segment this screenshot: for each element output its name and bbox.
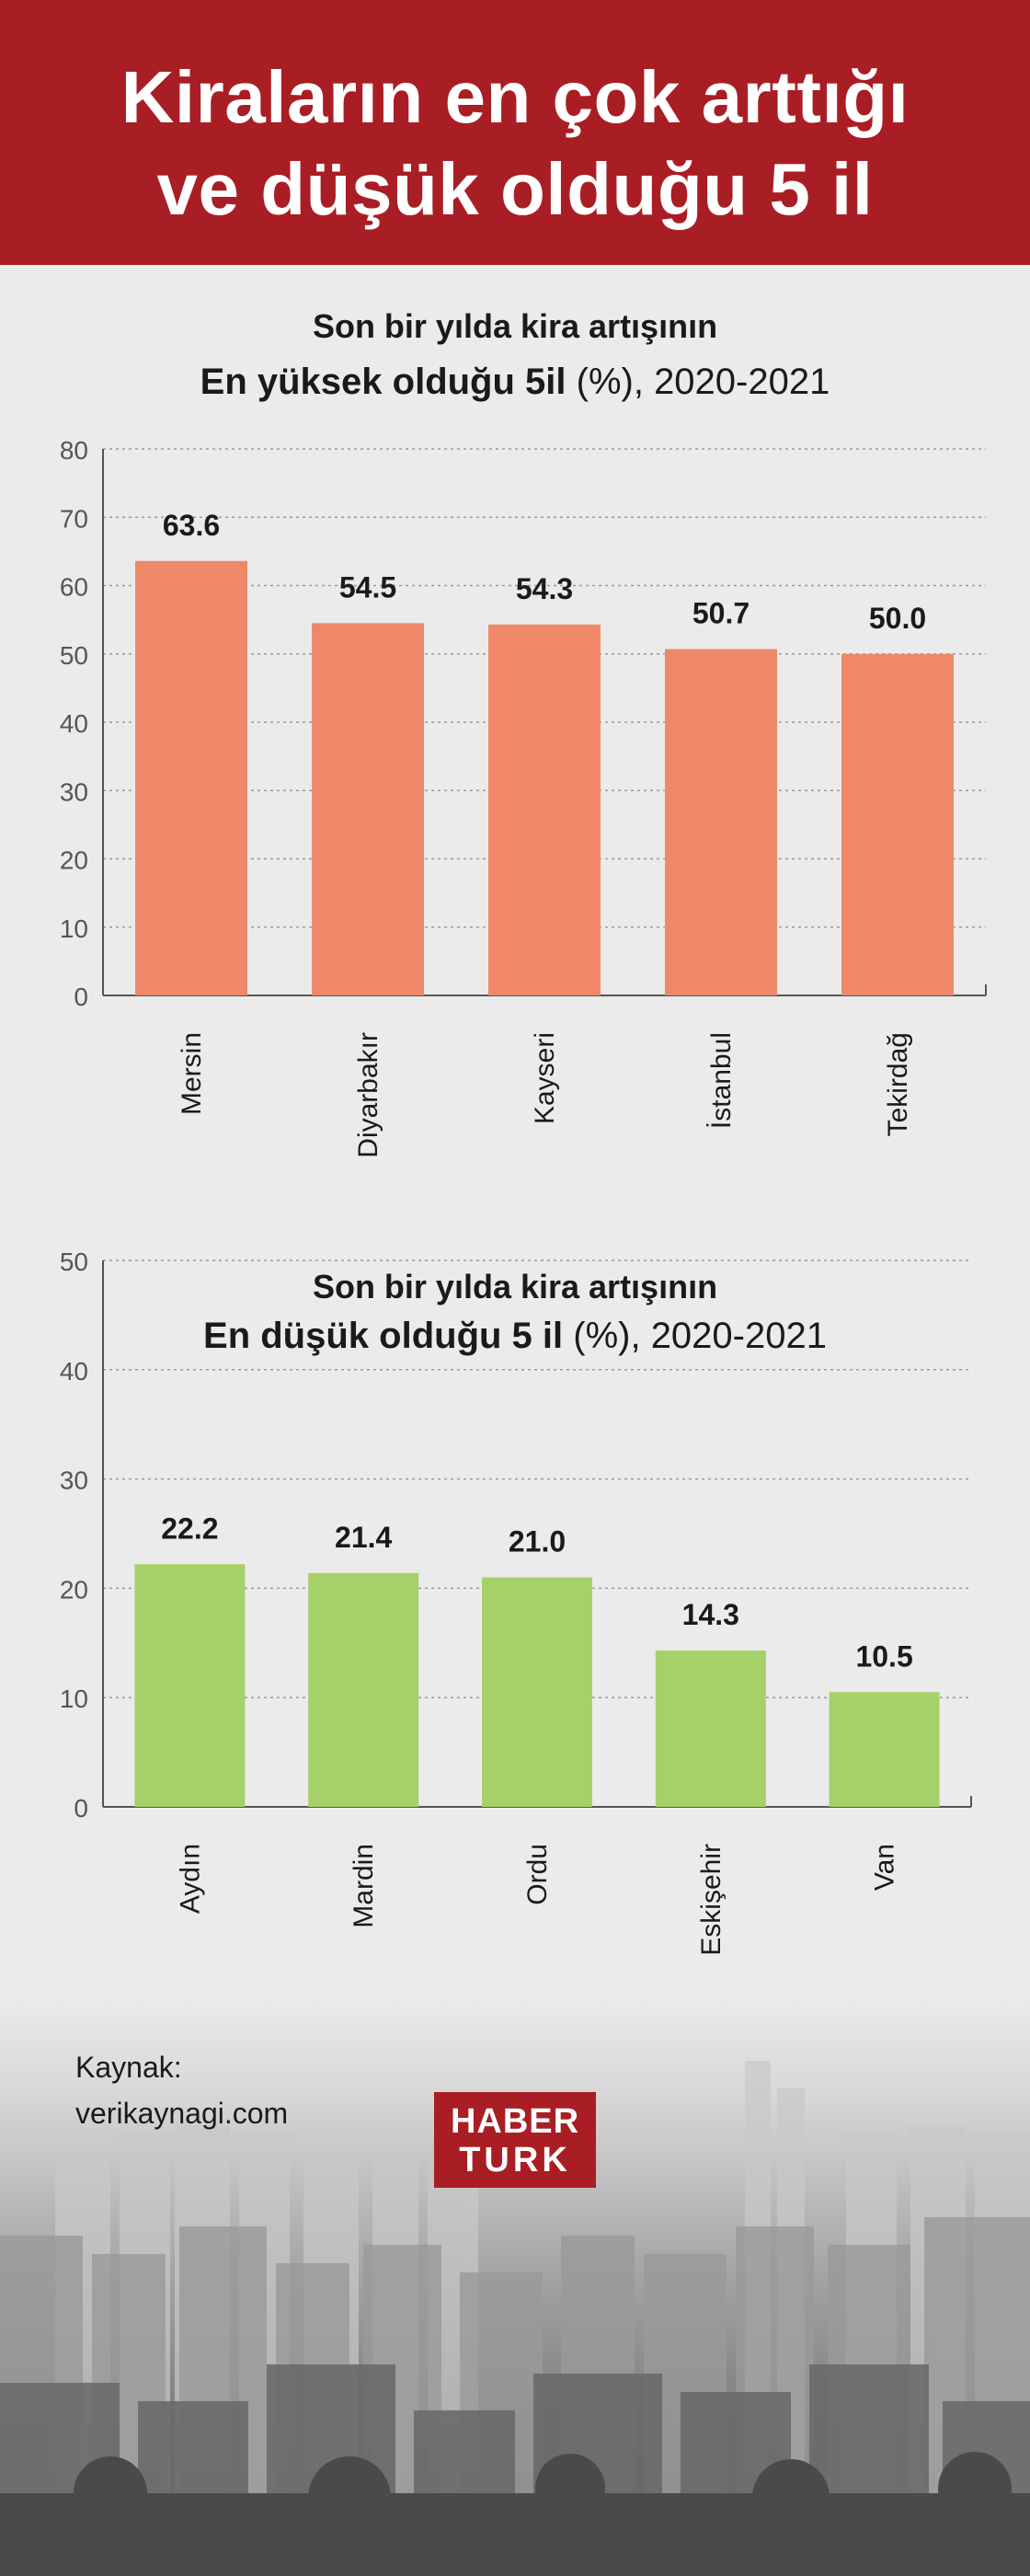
bar-2-4 xyxy=(655,1650,766,1807)
category-label: Mardin xyxy=(349,1844,379,1928)
logo-line-1: HABER xyxy=(450,2102,580,2141)
y-tick-label: 50 xyxy=(60,1248,88,1276)
bar-1-2 xyxy=(312,623,424,995)
y-tick-label: 0 xyxy=(74,983,88,1011)
data-label: 50.7 xyxy=(692,597,750,630)
data-label: 21.4 xyxy=(335,1521,392,1554)
data-label: 63.6 xyxy=(163,509,220,542)
bar-1-4 xyxy=(665,649,777,995)
header-banner: Kiraların en çok arttığı ve düşük olduğu… xyxy=(0,0,1030,265)
category-label: Ordu xyxy=(522,1844,553,1905)
category-label: Diyarbakır xyxy=(353,1032,383,1158)
headline-line-2: ve düşük olduğu 5 il xyxy=(156,148,874,230)
bar-2-2 xyxy=(308,1572,419,1807)
chart2-title-rest: (%), 2020-2021 xyxy=(563,1316,827,1356)
y-tick-label: 30 xyxy=(60,1466,88,1495)
category-label: Kayseri xyxy=(530,1032,560,1124)
category-label: Tekirdağ xyxy=(883,1032,913,1136)
category-label: Aydın xyxy=(175,1844,205,1914)
data-label: 50.0 xyxy=(869,602,926,635)
y-tick-label: 60 xyxy=(60,573,88,602)
data-label: 54.3 xyxy=(516,572,573,605)
source-label: Kaynak: xyxy=(75,2051,182,2084)
bar-2-5 xyxy=(829,1692,940,1807)
bar-2-1 xyxy=(134,1564,246,1807)
data-label: 14.3 xyxy=(682,1598,739,1631)
data-label: 10.5 xyxy=(855,1639,912,1673)
bar-1-5 xyxy=(841,653,954,995)
chart1-title: En yüksek olduğu 5il (%), 2020-2021 xyxy=(0,362,1030,403)
bar-1-1 xyxy=(135,560,247,995)
chart1-subtitle: Son bir yılda kira artışının xyxy=(312,307,718,345)
y-tick-label: 0 xyxy=(74,1794,88,1823)
y-tick-label: 80 xyxy=(60,436,88,465)
chart1-svg: 0 10 20 30 40 50 60 70 80 63.6 Mersin 54.5 Diyarbakı… xyxy=(60,436,987,1158)
y-tick-label: 20 xyxy=(60,846,88,875)
chart2-title: En düşük olduğu 5 il (%), 2020-2021 xyxy=(0,1316,1030,1357)
y-tick-label: 40 xyxy=(60,1357,88,1386)
source-value: verikaynagi.com xyxy=(75,2097,289,2130)
logo-line-2: TURK xyxy=(459,2141,571,2179)
chart1-title-bold: En yüksek olduğu 5il xyxy=(200,362,566,402)
data-label: 21.0 xyxy=(509,1525,566,1558)
y-tick-label: 10 xyxy=(60,914,88,943)
y-tick-label: 20 xyxy=(60,1575,88,1604)
category-label: İstanbul xyxy=(706,1032,737,1129)
chart2-svg: 0 10 20 30 40 50 22.2 Aydın 21.4 Mardin 21.0 Ordu 14… xyxy=(60,1248,972,1956)
category-label: Mersin xyxy=(177,1032,207,1115)
chart2-title-bold: En düşük olduğu 5 il xyxy=(203,1316,564,1356)
y-tick-label: 10 xyxy=(60,1685,88,1713)
y-tick-label: 70 xyxy=(60,504,88,533)
chart1-title-rest: (%), 2020-2021 xyxy=(566,362,830,402)
bar-2-3 xyxy=(482,1577,592,1807)
category-label: Van xyxy=(870,1844,900,1891)
haberturk-logo: HABER TURK xyxy=(434,2092,596,2188)
data-label: 54.5 xyxy=(339,570,396,604)
source-note: Kaynak: verikaynagi.com xyxy=(75,2044,288,2136)
y-tick-label: 50 xyxy=(60,641,88,670)
y-tick-label: 40 xyxy=(60,709,88,738)
data-label: 22.2 xyxy=(161,1512,218,1545)
chart2-subtitle: Son bir yılda kira artışının xyxy=(312,1268,718,1305)
category-label: Eskişehir xyxy=(696,1844,727,1956)
y-tick-label: 30 xyxy=(60,777,88,806)
headline-line-1: Kiraların en çok arttığı xyxy=(120,56,910,138)
bar-1-3 xyxy=(488,624,601,995)
skyline-buildings xyxy=(0,2061,1030,2576)
